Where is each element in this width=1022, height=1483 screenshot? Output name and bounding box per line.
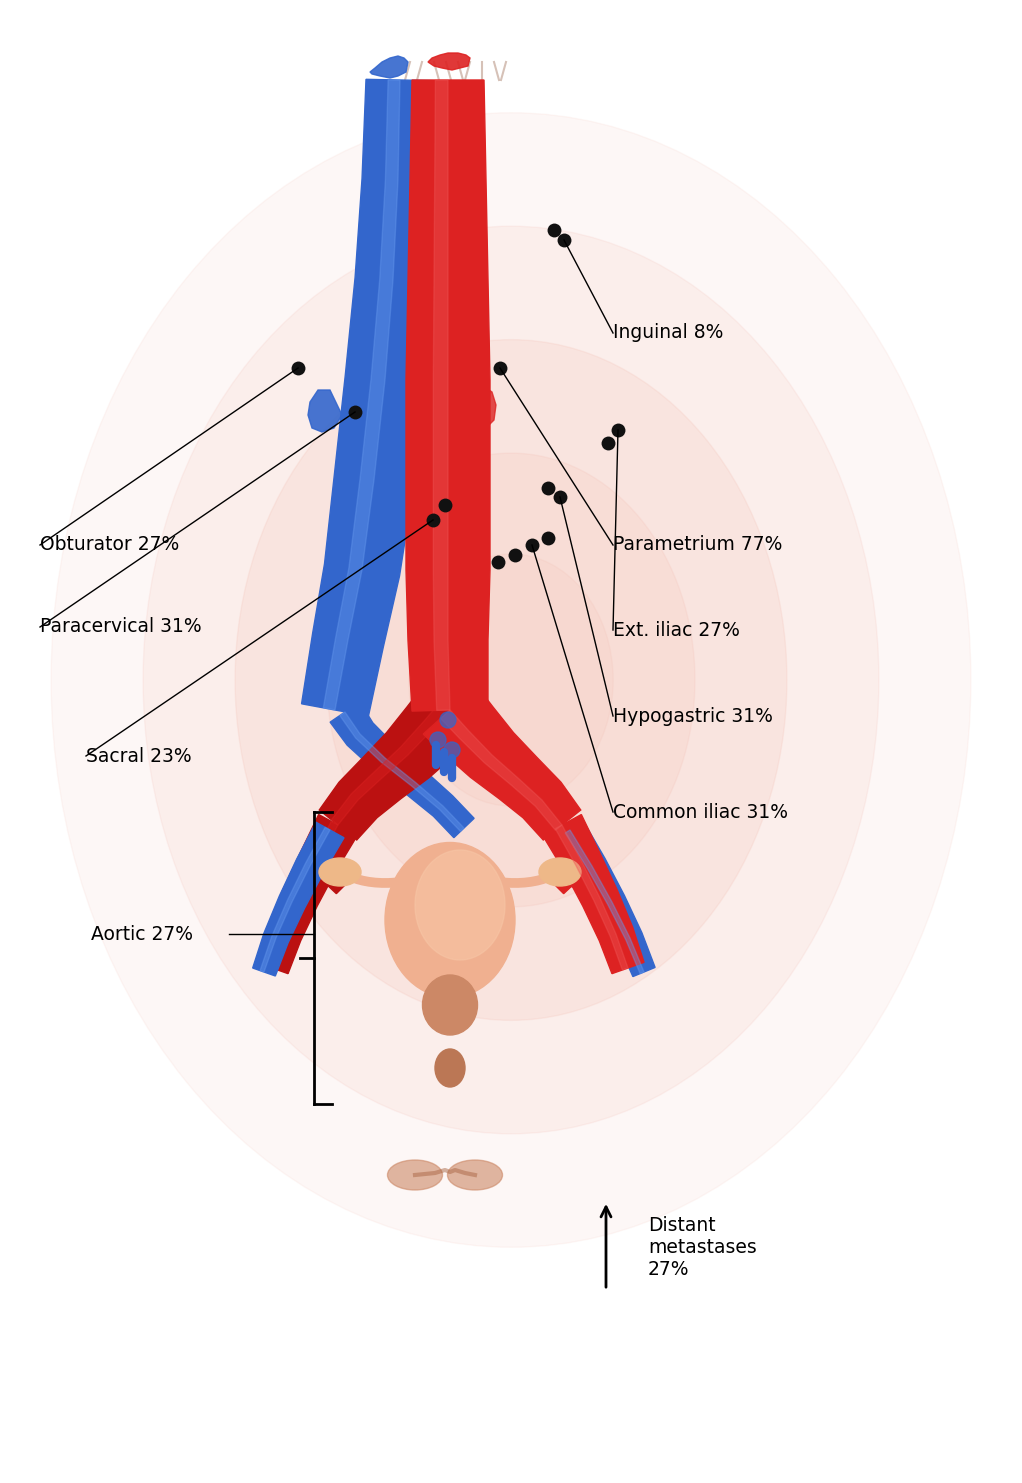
Text: Common iliac 31%: Common iliac 31% xyxy=(613,802,788,822)
Text: Paracervical 31%: Paracervical 31% xyxy=(40,617,201,636)
Circle shape xyxy=(444,742,460,758)
Polygon shape xyxy=(260,828,330,971)
Text: Ext. iliac 27%: Ext. iliac 27% xyxy=(613,620,740,639)
Polygon shape xyxy=(423,687,580,839)
Polygon shape xyxy=(565,830,644,974)
Ellipse shape xyxy=(448,1160,503,1189)
Ellipse shape xyxy=(143,227,879,1134)
Polygon shape xyxy=(252,822,344,976)
Ellipse shape xyxy=(327,454,695,908)
Polygon shape xyxy=(339,712,464,832)
Ellipse shape xyxy=(235,340,787,1020)
Ellipse shape xyxy=(539,859,580,885)
Text: Inguinal 8%: Inguinal 8% xyxy=(613,323,724,343)
Text: Parametrium 77%: Parametrium 77% xyxy=(613,535,783,555)
Ellipse shape xyxy=(51,113,971,1247)
Ellipse shape xyxy=(409,555,613,807)
Circle shape xyxy=(440,712,456,728)
Polygon shape xyxy=(370,56,408,79)
Polygon shape xyxy=(555,825,628,970)
Polygon shape xyxy=(543,814,644,974)
Ellipse shape xyxy=(385,842,515,998)
Text: Sacral 23%: Sacral 23% xyxy=(86,746,192,765)
Polygon shape xyxy=(556,822,655,977)
Ellipse shape xyxy=(415,850,505,960)
Polygon shape xyxy=(440,710,562,830)
Polygon shape xyxy=(433,80,450,710)
Polygon shape xyxy=(406,80,490,710)
Text: Distant
metastases
27%: Distant metastases 27% xyxy=(648,1216,756,1278)
Text: Aortic 27%: Aortic 27% xyxy=(91,924,193,943)
Text: Obturator 27%: Obturator 27% xyxy=(40,535,179,555)
Ellipse shape xyxy=(319,859,361,885)
Polygon shape xyxy=(319,687,476,839)
Polygon shape xyxy=(330,701,474,838)
Polygon shape xyxy=(468,386,496,429)
Polygon shape xyxy=(256,814,358,974)
Polygon shape xyxy=(301,79,434,716)
Polygon shape xyxy=(331,701,450,825)
Text: Hypogastric 31%: Hypogastric 31% xyxy=(613,706,773,725)
Ellipse shape xyxy=(422,974,477,1035)
Polygon shape xyxy=(428,53,470,70)
Polygon shape xyxy=(267,822,338,968)
Ellipse shape xyxy=(387,1160,443,1189)
Polygon shape xyxy=(551,822,582,894)
Ellipse shape xyxy=(435,1048,465,1087)
Circle shape xyxy=(430,733,446,747)
Polygon shape xyxy=(323,80,400,710)
Polygon shape xyxy=(308,390,342,432)
Polygon shape xyxy=(318,822,350,894)
